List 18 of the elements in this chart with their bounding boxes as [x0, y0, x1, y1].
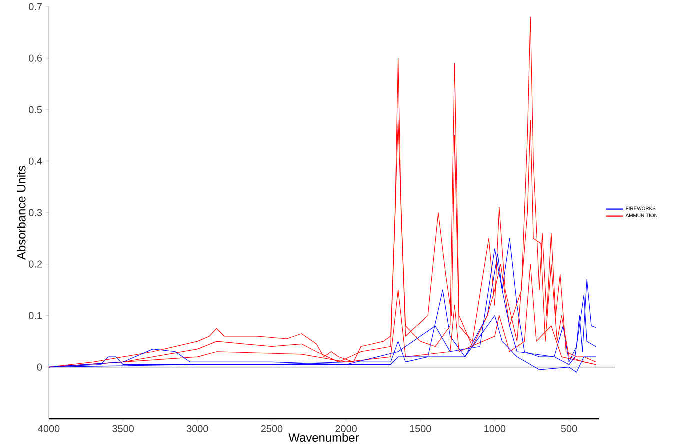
x-tick-label: 500 [561, 425, 578, 432]
x-tick-label: 1500 [410, 425, 432, 432]
x-axis-title: Wavenumber [288, 433, 360, 442]
y-tick-label: 0.5 [29, 106, 42, 114]
y-tick-label: 0.6 [29, 54, 42, 62]
y-tick-label: 0.7 [29, 3, 42, 10]
x-tick-label: 1000 [484, 425, 506, 432]
x-tick-label: 2500 [261, 425, 283, 432]
y-tick-label: 0.4 [29, 158, 42, 165]
y-axis-title: Absorbance Units [17, 166, 26, 260]
x-tick-label: 2000 [336, 425, 357, 432]
x-tick-label: 4000 [38, 425, 60, 432]
y-tick-label: 0.2 [29, 260, 42, 268]
y-tick-label: 0 [37, 364, 42, 371]
y-tick-label: 0.1 [29, 312, 42, 320]
x-tick-label: 3000 [186, 425, 208, 432]
y-tick-label: 0.3 [29, 209, 42, 216]
x-tick-label: 3500 [112, 425, 134, 432]
